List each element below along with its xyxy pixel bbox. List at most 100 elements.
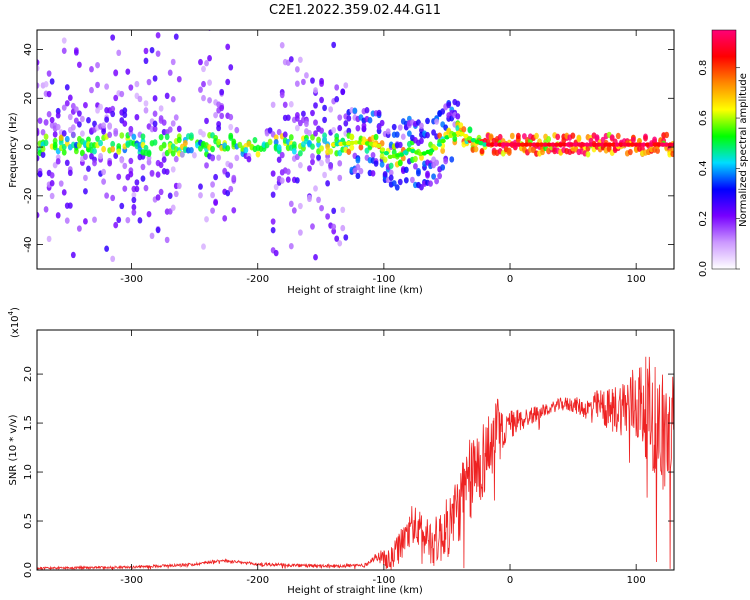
heatmap-cell bbox=[155, 194, 161, 201]
snr-panel: -300 -200 -100 0 100 0.0 0.5 1.0 1.5 2.0 Height o… bbox=[7, 307, 675, 596]
heatmap-cell bbox=[122, 111, 128, 119]
heatmap-cell bbox=[304, 72, 309, 79]
heatmap-ridge-cell bbox=[667, 142, 673, 147]
heatmap-cell bbox=[134, 179, 140, 186]
heatmap-cell bbox=[64, 135, 70, 143]
heatmap-cell bbox=[630, 136, 636, 144]
heatmap-cell bbox=[225, 78, 231, 86]
heatmap-cell bbox=[325, 157, 331, 164]
heatmap-ridge-cell bbox=[489, 142, 495, 147]
heatmap-cell bbox=[89, 66, 94, 73]
heatmap-cell bbox=[146, 78, 152, 86]
heatmap-cell bbox=[437, 172, 443, 180]
heatmap-cell bbox=[67, 113, 73, 121]
heatmap-cell bbox=[110, 110, 116, 118]
heatmap-cell bbox=[61, 37, 67, 44]
heatmap-cell bbox=[313, 87, 318, 94]
heatmap-cell bbox=[64, 217, 70, 224]
heatmap-cell bbox=[304, 120, 309, 128]
heatmap-cell bbox=[294, 80, 300, 87]
heatmap-cell bbox=[346, 127, 352, 135]
heatmap-cell bbox=[225, 171, 231, 178]
heatmap-cell bbox=[61, 149, 67, 156]
heatmap-cell bbox=[152, 75, 158, 82]
heatmap-cell bbox=[391, 123, 397, 131]
heatmap-cell bbox=[521, 133, 527, 140]
heatmap-cell bbox=[110, 105, 116, 113]
heatmap-ridge-cell bbox=[550, 142, 556, 147]
heatmap-cell bbox=[440, 108, 446, 115]
heatmap-cell bbox=[149, 169, 155, 177]
heatmap-ridge-cell bbox=[588, 142, 594, 147]
heatmap-cell bbox=[273, 249, 279, 257]
heatmap-cell bbox=[331, 228, 337, 235]
heatmap-cell bbox=[131, 196, 137, 204]
heatmap-cell bbox=[119, 157, 125, 164]
heatmap-cell bbox=[49, 172, 55, 179]
heatmap-cell bbox=[49, 180, 55, 187]
heatmap-cell bbox=[297, 202, 303, 210]
heatmap-cell bbox=[231, 138, 237, 145]
snr-ylabel: SNR (10 * v/v) bbox=[8, 414, 19, 485]
heatmap-cell bbox=[403, 177, 409, 184]
heatmap-cell bbox=[207, 97, 212, 104]
heatmap-cell bbox=[149, 46, 155, 54]
heatmap-cell bbox=[219, 88, 225, 96]
heatmap-cell bbox=[40, 151, 46, 158]
heatmap-cell bbox=[101, 178, 107, 185]
snr-ytick-label: 0.5 bbox=[23, 513, 34, 529]
heatmap-ridge-cell bbox=[436, 142, 442, 147]
heatmap-ridge-cell bbox=[334, 142, 340, 147]
heatmap-cell bbox=[143, 47, 149, 55]
heatmap-ridge-cell bbox=[607, 142, 613, 147]
heatmap-cell bbox=[73, 106, 79, 113]
heatmap-cell bbox=[213, 173, 219, 181]
heatmap-cell bbox=[458, 122, 464, 129]
heatmap-cell bbox=[210, 191, 215, 199]
colorbar: 0.0 0.2 0.4 0.6 0.8 Normalized spectral ampl… bbox=[698, 29, 749, 277]
heatmap-cell bbox=[37, 170, 43, 178]
heatmap-cell bbox=[128, 84, 134, 91]
heatmap-cell bbox=[655, 147, 661, 154]
heatmap-cell bbox=[346, 115, 352, 122]
heatmap-cell bbox=[140, 133, 146, 140]
heatmap-cell bbox=[352, 167, 358, 175]
heatmap-cell bbox=[134, 113, 140, 121]
heatmap-cell bbox=[301, 110, 306, 117]
heatmap-cell bbox=[288, 101, 294, 108]
heatmap-cell bbox=[113, 70, 119, 77]
heatmap-cell bbox=[334, 96, 340, 103]
heatmap-cell bbox=[76, 225, 82, 232]
heatmap-cell bbox=[76, 110, 82, 117]
colorbar-tick-label: 0.6 bbox=[698, 110, 709, 126]
heatmap-cell bbox=[58, 180, 64, 187]
spectrogram-xlabel: Height of straight line (km) bbox=[287, 285, 423, 296]
heatmap-ridge-cell bbox=[402, 150, 408, 155]
heatmap-ridge-cell bbox=[576, 142, 582, 147]
heatmap-cell bbox=[337, 174, 343, 182]
figure-title: C2E1.2022.359.02.44.G11 bbox=[269, 3, 441, 18]
heatmap-cell bbox=[113, 130, 119, 137]
heatmap-ridge-cell bbox=[512, 142, 518, 147]
colorbar-tick-label: 0.2 bbox=[698, 211, 709, 227]
heatmap-cell bbox=[455, 113, 461, 120]
heatmap-cell bbox=[64, 84, 70, 91]
heatmap-cell bbox=[328, 148, 334, 155]
heatmap-cell bbox=[73, 49, 79, 56]
heatmap-cell bbox=[204, 60, 209, 67]
heatmap-cell bbox=[440, 147, 446, 154]
heatmap-cell bbox=[497, 133, 503, 141]
heatmap-cell bbox=[131, 191, 137, 199]
heatmap-cell bbox=[506, 149, 512, 156]
heatmap-cell bbox=[316, 196, 321, 204]
heatmap-cell bbox=[170, 204, 176, 211]
heatmap-ridge-cell bbox=[330, 142, 337, 147]
heatmap-cell bbox=[319, 145, 324, 152]
heatmap-cell bbox=[116, 143, 122, 150]
snr-xtick-label: 100 bbox=[627, 575, 646, 586]
heatmap-cell bbox=[134, 185, 140, 193]
heatmap-cell bbox=[313, 185, 318, 192]
heatmap-cell bbox=[397, 141, 403, 149]
heatmap-cell bbox=[167, 208, 173, 215]
heatmap-cell bbox=[119, 90, 125, 98]
